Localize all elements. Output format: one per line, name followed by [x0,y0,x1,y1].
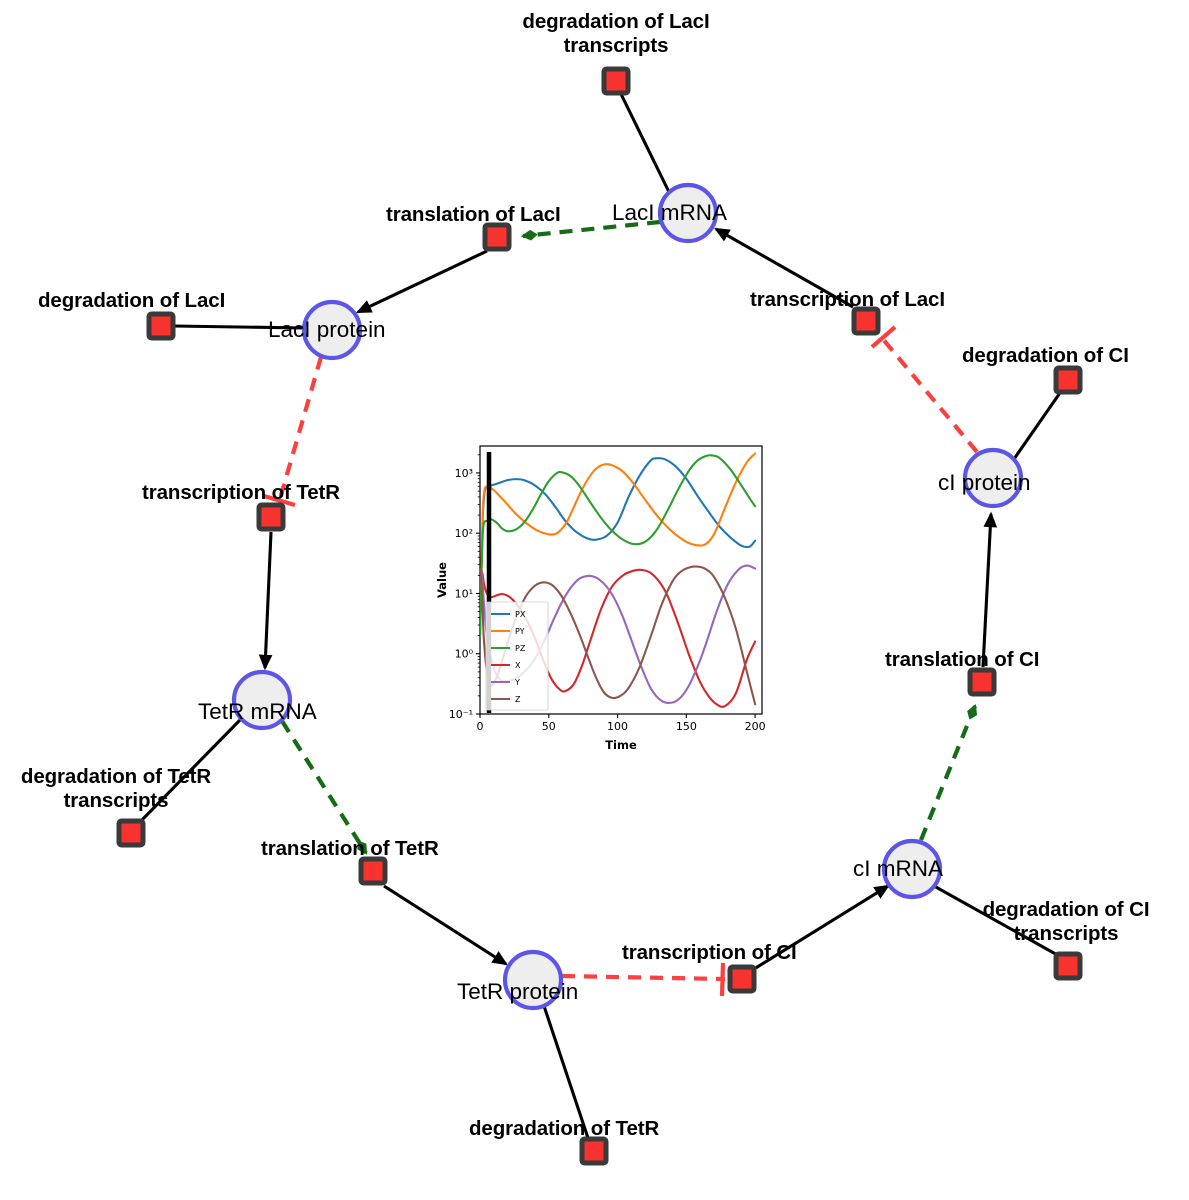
reaction-label-degradation-of-ci-transcripts: degradation of CI transcripts [982,898,1150,945]
reaction-node-degradation-of-tetr-transcripts[interactable] [116,818,146,848]
reaction-node-degradation-of-tetr[interactable] [579,1136,609,1166]
reaction-node-transcription-of-laci[interactable] [851,306,881,336]
y-axis-title: Value [435,562,449,598]
edge-laci-mrna-to-deg-laci-transcripts [619,93,671,193]
chart-tick-labels: 0 50 100 150 200 10⁻¹ 10⁰ 10¹ 10² 10³ [449,467,766,733]
inhibition-bar-transcription-laci [870,325,897,349]
series-line-X [480,568,757,708]
edge-translation-tetr-to-tetr-protein [383,884,508,966]
edge-laci-protein-to-transcription-tetr [276,356,324,503]
species-node-laci-protein[interactable] [301,299,363,361]
edge-translation-ci-to-ci-protein [981,511,998,668]
reaction-node-degradation-of-ci-transcripts[interactable] [1053,951,1083,981]
reaction-label-transcription-of-ci: transcription of CI [622,941,797,964]
species-label-ci-protein: cI protein [938,470,1031,495]
reaction-label-translation-of-laci: translation of LacI [386,203,561,226]
edge-ci-protein-to-transcription-laci [880,336,979,454]
reaction-node-translation-of-laci[interactable] [482,222,512,252]
chart-ticks [476,454,756,718]
legend-label-Z: Z [515,695,521,704]
y-tick-label: 10³ [455,467,473,480]
reaction-node-degradation-of-laci[interactable] [146,311,176,341]
species-node-ci-protein[interactable] [962,447,1024,509]
species-node-tetr-protein[interactable] [502,949,564,1011]
legend-label-PY: PY [515,627,525,636]
y-tick-label: 10⁰ [455,648,474,661]
legend-label-PX: PX [515,610,526,619]
edge-translation-laci-to-laci-protein [355,249,488,314]
x-tick-label: 150 [676,720,697,733]
species-label-laci-protein: LacI protein [268,317,386,342]
x-tick-label: 50 [542,720,556,733]
species-label-tetr-mrna: TetR mRNA [198,699,317,724]
chart-legend: PX PY PZ XYZ [485,601,549,711]
legend-label-X: X [515,661,521,670]
reaction-node-transcription-of-tetr[interactable] [256,502,286,532]
reaction-node-degradation-of-ci[interactable] [1053,365,1083,395]
edge-ci-mrna-to-translation-ci [919,704,978,841]
reaction-node-transcription-of-ci[interactable] [727,964,757,994]
reaction-node-translation-of-tetr[interactable] [358,856,388,886]
y-tick-label: 10⁻¹ [449,708,473,721]
reaction-label-transcription-of-tetr: transcription of TetR [142,481,340,504]
edge-tetr-mrna-to-translation-tetr [280,719,368,855]
edge-laci-protein-to-deg-laci [173,324,305,330]
reaction-label-degradation-of-laci-transcripts: degradation of LacI transcripts [522,10,710,57]
inset-simulation-plot: 0 50 100 150 200 10⁻¹ 10⁰ 10¹ 10² 10³ PX PY PZ X Y Z T… [432,434,772,756]
edge-ci-protein-to-deg-ci [1012,389,1064,460]
y-tick-label: 10¹ [455,587,473,600]
reaction-label-translation-of-ci: translation of CI [885,648,1040,671]
reaction-label-degradation-of-ci: degradation of CI [962,344,1129,367]
legend-label-PZ: PZ [515,644,526,653]
edge-transcription-tetr-to-tetr-mrna [258,531,273,671]
species-label-laci-mrna: LacI mRNA [612,200,728,225]
species-label-tetr-protein: TetR protein [457,979,579,1004]
inhibition-bar-transcription-ci [719,962,726,997]
legend-label-Y: Y [514,678,520,687]
x-tick-label: 200 [745,720,766,733]
reaction-node-translation-of-ci[interactable] [967,667,997,697]
species-nodes-layer [231,182,1024,1011]
edge-laci-mrna-to-translation-laci [520,219,661,241]
edge-tetr-protein-to-deg-tetr [542,1005,591,1142]
reaction-node-degradation-of-laci-transcripts[interactable] [601,66,631,96]
reaction-label-transcription-of-laci: transcription of LacI [750,288,945,311]
y-tick-label: 10² [455,527,473,540]
species-node-laci-mrna[interactable] [657,182,719,244]
x-tick-label: 0 [477,720,484,733]
edge-transcription-laci-to-laci-mrna [713,227,854,309]
reaction-label-translation-of-tetr: translation of TetR [261,837,439,860]
species-node-ci-mrna[interactable] [881,838,943,900]
reaction-label-degradation-of-tetr-transcripts: degradation of TetR transcripts [20,765,212,812]
inhibition-bar-transcription-tetr [263,493,296,508]
species-label-ci-mrna: cI mRNA [853,856,943,881]
inset-chart-svg: 0 50 100 150 200 10⁻¹ 10⁰ 10¹ 10² 10³ PX PY PZ XYZ T… [432,434,772,756]
x-tick-label: 100 [607,720,628,733]
reaction-nodes-layer [116,66,1083,1166]
edge-tetr-mrna-to-deg-tetr-transcripts [136,717,243,826]
edge-transcription-ci-to-ci-mrna [753,884,890,971]
x-axis-title: Time [605,738,637,752]
reaction-label-degradation-of-tetr: degradation of TetR [469,1117,660,1140]
edge-tetr-protein-to-transcription-ci [561,973,726,982]
edges-layer [136,93,1064,1142]
series-line-PZ [480,454,757,637]
species-node-tetr-mrna[interactable] [231,669,293,731]
reaction-label-degradation-of-laci: degradation of LacI [38,289,226,312]
edge-ci-mrna-to-deg-ci-transcripts [933,884,1062,959]
